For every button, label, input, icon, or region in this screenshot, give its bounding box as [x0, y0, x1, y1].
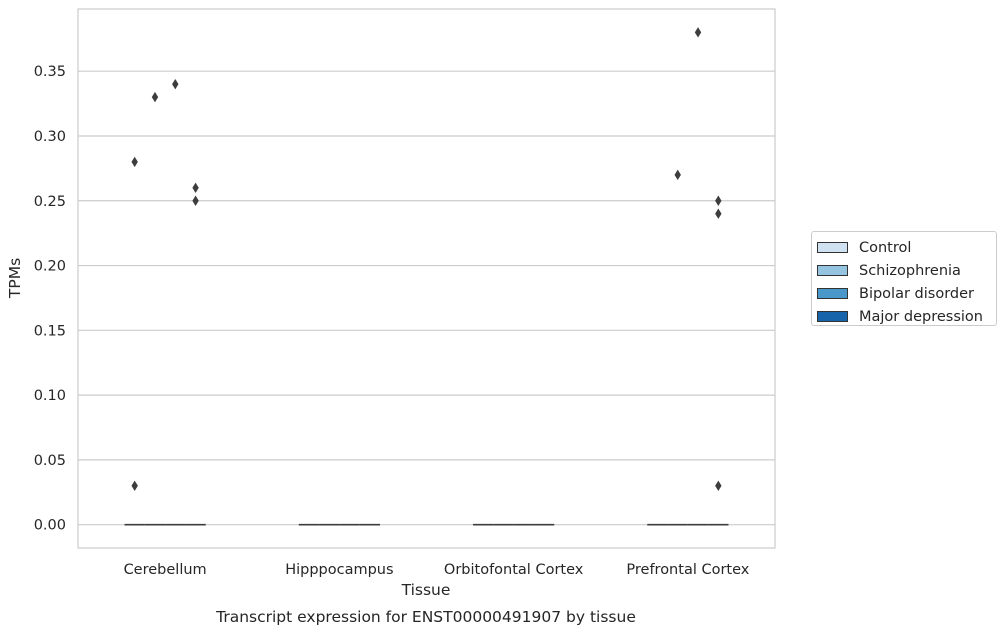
- outlier-point: [715, 195, 722, 206]
- y-tick-label: 0.30: [34, 129, 66, 145]
- y-tick-label: 0.20: [34, 259, 66, 275]
- outlier-point: [192, 195, 199, 206]
- y-tick-label: 0.00: [34, 518, 66, 534]
- legend-label: Major depression: [859, 308, 983, 325]
- legend-item: Bipolar disorder: [817, 282, 996, 305]
- y-axis-ticks: 0.00 0.05 0.10 0.15 0.20 0.25 0.30 0.35: [34, 64, 66, 533]
- legend-label: Bipolar disorder: [859, 285, 974, 302]
- outlier-point: [192, 182, 199, 194]
- x-tick-label: Prefrontal Cortex: [626, 562, 749, 578]
- y-tick-label: 0.05: [34, 453, 66, 469]
- legend-swatch: [817, 311, 848, 322]
- y-axis-label: TPMs: [6, 258, 24, 299]
- x-tick-label: Hipppocampus: [285, 562, 393, 578]
- outlier-point: [715, 208, 722, 219]
- legend-swatch: [817, 242, 848, 253]
- y-tick-label: 0.15: [34, 323, 66, 339]
- y-tick-label: 0.25: [34, 194, 66, 210]
- legend-label: Control: [859, 239, 912, 256]
- gridlines: [78, 70, 775, 526]
- legend-item: Control: [817, 236, 996, 259]
- legend-item: Schizophrenia: [817, 259, 996, 282]
- chart-title: Transcript expression for ENST0000049190…: [215, 608, 636, 626]
- legend: Control Schizophrenia Bipolar disorder Majo…: [811, 231, 997, 326]
- outlier-point: [674, 169, 681, 181]
- x-tick-label: Cerebellum: [124, 562, 207, 578]
- x-axis-label: Tissue: [401, 581, 451, 599]
- x-tick-label: Orbitofontal Cortex: [444, 562, 584, 578]
- outlier-point: [172, 78, 179, 90]
- x-axis-ticks: Cerebellum Hipppocampus Orbitofontal Corte…: [124, 562, 750, 578]
- y-tick-label: 0.10: [34, 388, 66, 404]
- plot-frame: [77, 8, 776, 549]
- outlier-point: [694, 27, 702, 38]
- outlier-markers: [131, 27, 722, 492]
- legend-label: Schizophrenia: [859, 262, 961, 279]
- y-tick-label: 0.35: [34, 64, 66, 80]
- outlier-point: [131, 156, 138, 168]
- outlier-point: [151, 91, 159, 103]
- outlier-point: [715, 480, 722, 492]
- legend-item: Major depression: [817, 305, 996, 328]
- outlier-point: [131, 480, 138, 492]
- legend-swatch: [817, 265, 848, 276]
- legend-swatch: [817, 288, 848, 299]
